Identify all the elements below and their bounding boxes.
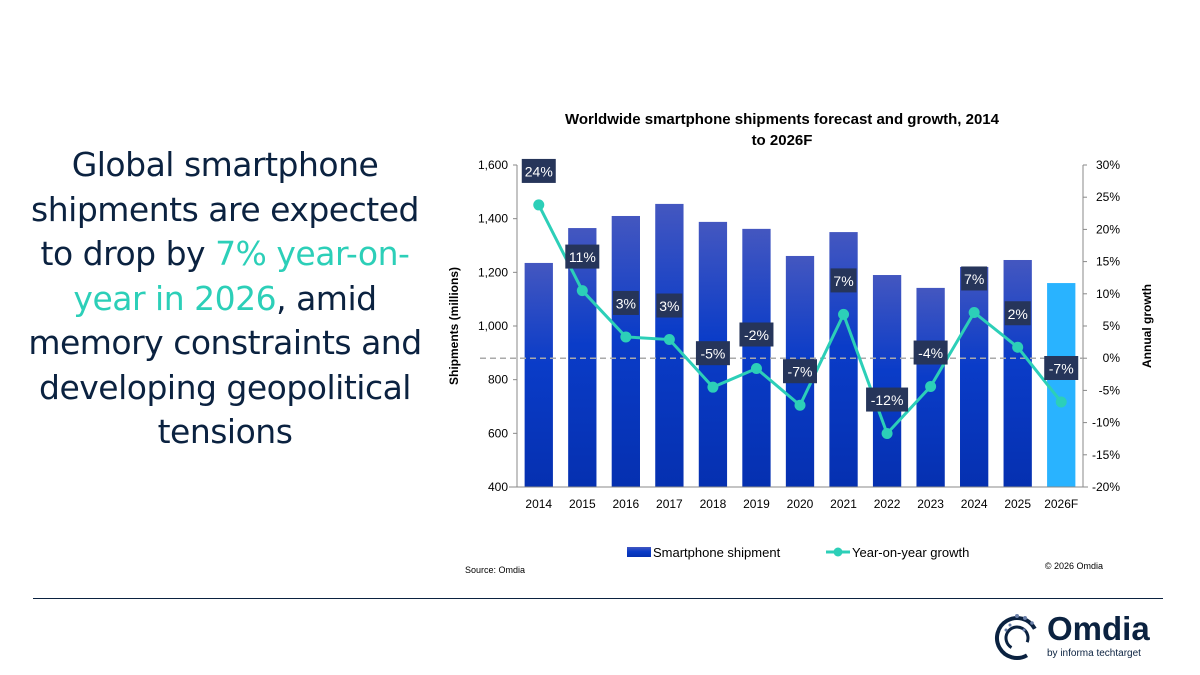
data-label: 11% (569, 249, 596, 265)
data-label-bg (961, 266, 988, 291)
data-label-bg (1044, 355, 1079, 380)
x-tick-label: 2019 (743, 497, 770, 511)
y2-tick-label: -15% (1092, 448, 1120, 462)
data-label: 7% (964, 271, 984, 287)
data-label-bg (783, 359, 817, 384)
growth-point-2025 (1012, 341, 1024, 353)
data-label-bg (612, 290, 639, 315)
growth-point-2026F (1055, 396, 1067, 408)
bar-2017 (655, 203, 684, 488)
y-tick-label: 1,600 (478, 158, 508, 172)
data-label-bg (1004, 301, 1031, 326)
data-label-bg (521, 158, 556, 183)
chart-title-line1: Worldwide smartphone shipments forecast … (565, 111, 1000, 128)
chart: Worldwide smartphone shipments forecast … (447, 111, 1154, 575)
legend: Smartphone shipment Year-on-year growth (627, 545, 969, 560)
data-label: -4% (918, 345, 943, 361)
y2-tick-label: 15% (1096, 255, 1120, 269)
y-tick-label: 1,000 (478, 319, 508, 333)
legend-swatch-shipment (627, 547, 651, 557)
bar-2014 (524, 262, 553, 487)
data-label-bg (656, 293, 683, 318)
bar-2025 (1003, 259, 1032, 487)
headline-highlight: 7% year-on-year in 2026 (73, 234, 410, 318)
x-tick-label: 2018 (700, 497, 727, 511)
y2-tick-label: -20% (1092, 480, 1120, 494)
copyright-note: © 2026 Omdia (1045, 561, 1103, 571)
growth-point-2019 (750, 363, 762, 375)
omdia-logo: Omdia by informa techtarget (990, 610, 1170, 665)
data-label: 3% (616, 295, 636, 311)
headline-text: Global smartphone shipments are expected… (31, 145, 419, 273)
data-label-bg (695, 341, 730, 366)
data-label-bg (913, 340, 948, 365)
x-tick-label: 2016 (612, 497, 639, 511)
data-label: 7% (833, 273, 853, 289)
x-tick-label: 2014 (525, 497, 552, 511)
growth-point-2017 (663, 334, 675, 346)
x-tick-label: 2024 (961, 497, 988, 511)
x-tick-label: 2025 (1004, 497, 1031, 511)
growth-point-2024 (968, 306, 980, 318)
y-tick-label: 400 (488, 480, 508, 494)
growth-point-2016 (620, 331, 632, 343)
y2-axis-label: Annual growth (1140, 284, 1154, 368)
bar-2024 (960, 266, 989, 487)
logo-wordmark: Omdia (1047, 610, 1150, 647)
data-label: 3% (659, 298, 679, 314)
x-tick-label: 2022 (874, 497, 901, 511)
y-tick-label: 600 (488, 426, 508, 440)
y2-tick-label: 10% (1096, 287, 1120, 301)
bar-2026F (1047, 283, 1076, 487)
divider (33, 598, 1163, 599)
y-axis-label: Shipments (millions) (447, 267, 461, 385)
y2-tick-label: 25% (1096, 190, 1120, 204)
legend-label-shipment: Smartphone shipment (653, 545, 781, 560)
data-label: -7% (1049, 360, 1074, 376)
headline-text-end: , amid memory constraints and developing… (28, 278, 422, 452)
x-tick-label: 2021 (830, 497, 857, 511)
data-label-bg (830, 268, 857, 293)
y2-tick-label: -5% (1099, 383, 1121, 397)
growth-point-2018 (707, 381, 719, 393)
data-label-bg (866, 387, 909, 412)
y-tick-label: 800 (488, 373, 508, 387)
x-tick-label: 2020 (787, 497, 814, 511)
data-label: -7% (788, 364, 813, 380)
y2-tick-label: 20% (1096, 222, 1120, 236)
growth-point-2021 (838, 308, 850, 320)
bar-2016 (611, 215, 640, 487)
growth-point-2020 (794, 399, 806, 411)
y2-tick-label: -10% (1092, 416, 1120, 430)
data-label-bg (565, 244, 600, 269)
x-tick-label: 2023 (917, 497, 944, 511)
data-label: -2% (744, 327, 769, 343)
data-label: 2% (1008, 306, 1028, 322)
chart-title-line2: to 2026F (752, 132, 813, 149)
y-tick-label: 1,400 (478, 212, 508, 226)
y2-tick-label: 0% (1103, 351, 1121, 365)
bar-2022 (872, 275, 902, 487)
growth-point-2014 (533, 199, 545, 211)
growth-point-2022 (881, 428, 893, 440)
y-tick-label: 1,200 (478, 265, 508, 279)
legend-marker-growth (833, 547, 843, 557)
data-label: -12% (871, 392, 904, 408)
data-label-bg (739, 322, 774, 347)
omdia-logo-mark-icon (994, 614, 1039, 660)
y2-tick-label: 30% (1096, 158, 1120, 172)
growth-point-2023 (925, 381, 937, 393)
growth-point-2015 (576, 285, 588, 297)
logo-tagline: by informa techtarget (1047, 648, 1141, 659)
x-tick-label: 2026F (1044, 497, 1078, 511)
data-label: -5% (700, 346, 725, 362)
source-note: Source: Omdia (465, 565, 525, 575)
y2-tick-label: 5% (1103, 319, 1121, 333)
headline: Global smartphone shipments are expected… (20, 143, 430, 455)
data-label: 24% (525, 163, 553, 179)
legend-label-growth: Year-on-year growth (852, 545, 969, 560)
x-tick-label: 2017 (656, 497, 683, 511)
x-tick-label: 2015 (569, 497, 596, 511)
bar-2019 (742, 228, 771, 487)
